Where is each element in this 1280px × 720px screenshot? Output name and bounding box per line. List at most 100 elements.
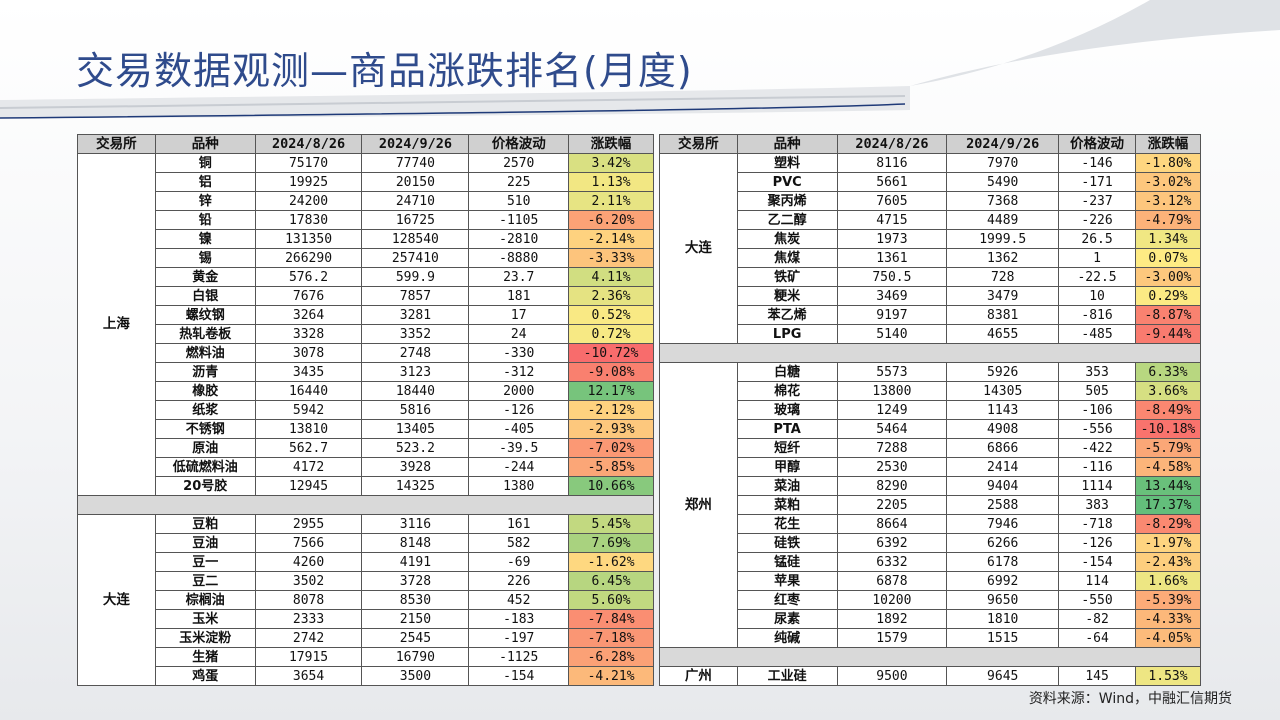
pct-change-cell: -10.18% [1135, 419, 1201, 439]
commodity-name-cell: 镍 [154, 229, 256, 249]
price-sep-cell: 3116 [361, 514, 470, 534]
price-sep-cell: 9404 [946, 476, 1060, 496]
commodity-name-cell: 热轧卷板 [154, 324, 256, 344]
pct-change-cell: 10.66% [568, 476, 654, 496]
price-aug-cell: 576.2 [254, 267, 363, 287]
table-row: 生猪 17915 16790 -1125 -6.28% [78, 647, 654, 667]
price-aug-cell: 3328 [254, 324, 363, 344]
price-change-cell: -405 [468, 419, 570, 439]
price-aug-cell: 7605 [836, 191, 948, 211]
price-sep-cell: 2748 [361, 343, 470, 363]
commodity-name-cell: 纸浆 [154, 400, 256, 420]
commodity-name-cell: 红枣 [736, 590, 838, 610]
price-aug-cell: 19925 [254, 172, 363, 192]
price-aug-cell: 5140 [836, 324, 948, 344]
price-aug-cell: 8078 [254, 590, 363, 610]
price-change-cell: -64 [1058, 628, 1136, 648]
price-sep-cell: 3123 [361, 362, 470, 382]
price-aug-cell: 12945 [254, 476, 363, 496]
commodity-name-cell: 塑料 [736, 153, 838, 173]
table-row: 玻璃 1249 1143 -106 -8.49% [660, 400, 1201, 420]
pct-change-cell: -3.12% [1135, 191, 1201, 211]
price-change-cell: 23.7 [468, 267, 570, 287]
commodity-name-cell: 焦炭 [736, 229, 838, 249]
price-sep-cell: 6178 [946, 552, 1060, 572]
price-sep-cell: 16725 [361, 210, 470, 230]
column-header: 交易所 [659, 134, 738, 154]
commodity-name-cell: 玻璃 [736, 400, 838, 420]
commodity-name-cell: 聚丙烯 [736, 191, 838, 211]
price-change-cell: 24 [468, 324, 570, 344]
table-row: 低硫燃料油 4172 3928 -244 -5.85% [78, 457, 654, 477]
column-header: 2024/8/26 [254, 134, 363, 154]
commodity-name-cell: 铜 [154, 153, 256, 173]
pct-change-cell: -7.18% [568, 628, 654, 648]
pct-change-cell: -3.33% [568, 248, 654, 268]
commodity-name-cell: 工业硅 [736, 666, 838, 686]
price-aug-cell: 4172 [254, 457, 363, 477]
price-change-cell: 10 [1058, 286, 1136, 306]
pct-change-cell: -5.39% [1135, 590, 1201, 610]
table-row: 硅铁 6392 6266 -126 -1.97% [660, 533, 1201, 553]
price-sep-cell: 2414 [946, 457, 1060, 477]
price-aug-cell: 2955 [254, 514, 363, 534]
table-row: 玉米 2333 2150 -183 -7.84% [78, 609, 654, 629]
table-header-row: 交易所 品种 2024/8/26 2024/9/26 价格波动 涨跌幅 [77, 134, 654, 154]
pct-change-cell: -6.20% [568, 210, 654, 230]
price-aug-cell: 266290 [254, 248, 363, 268]
price-change-cell: -485 [1058, 324, 1136, 344]
price-change-cell: -550 [1058, 590, 1136, 610]
group-separator-row [77, 495, 654, 515]
pct-change-cell: 0.72% [568, 324, 654, 344]
price-aug-cell: 1249 [836, 400, 948, 420]
price-change-cell: 582 [468, 533, 570, 553]
price-aug-cell: 3264 [254, 305, 363, 325]
price-sep-cell: 3728 [361, 571, 470, 591]
price-change-cell: 1 [1058, 248, 1136, 268]
pct-change-cell: -4.05% [1135, 628, 1201, 648]
price-sep-cell: 128540 [361, 229, 470, 249]
pct-change-cell: -1.97% [1135, 533, 1201, 553]
commodity-name-cell: 玉米 [154, 609, 256, 629]
pct-change-cell: -1.80% [1135, 153, 1201, 173]
commodity-name-cell: 橡胶 [154, 381, 256, 401]
table-row: 螺纹钢 3264 3281 17 0.52% [78, 305, 654, 325]
price-sep-cell: 14325 [361, 476, 470, 496]
price-sep-cell: 2545 [361, 628, 470, 648]
price-aug-cell: 3654 [254, 666, 363, 686]
column-header: 2024/9/26 [361, 134, 470, 154]
pct-change-cell: 2.36% [568, 286, 654, 306]
commodity-name-cell: 苹果 [736, 571, 838, 591]
commodity-name-cell: 纯碱 [736, 628, 838, 648]
page-title: 交易数据观测—商品涨跌排名(月度) [76, 49, 693, 93]
table-row: 橡胶 16440 18440 2000 12.17% [78, 381, 654, 401]
table-row: 上海铜 75170 77740 2570 3.42% [77, 153, 654, 496]
exchange-cell: 上海 [77, 153, 156, 496]
price-aug-cell: 17830 [254, 210, 363, 230]
price-aug-cell: 2205 [836, 495, 948, 515]
column-header: 品种 [154, 134, 256, 154]
price-aug-cell: 3502 [254, 571, 363, 591]
table-row: 乙二醇 4715 4489 -226 -4.79% [660, 210, 1201, 230]
price-aug-cell: 13810 [254, 419, 363, 439]
table-row: 菜粕 2205 2588 383 17.37% [660, 495, 1201, 515]
table-row: 苯乙烯 9197 8381 -816 -8.87% [660, 305, 1201, 325]
table-row: 20号胶 12945 14325 1380 10.66% [78, 476, 654, 496]
table-row: 尿素 1892 1810 -82 -4.33% [660, 609, 1201, 629]
commodity-name-cell: 菜油 [736, 476, 838, 496]
group-separator-row [659, 647, 1201, 667]
pct-change-cell: -10.72% [568, 343, 654, 363]
price-sep-cell: 18440 [361, 381, 470, 401]
price-change-cell: 26.5 [1058, 229, 1136, 249]
table-row: 锰硅 6332 6178 -154 -2.43% [660, 552, 1201, 572]
price-aug-cell: 5942 [254, 400, 363, 420]
commodity-name-cell: 低硫燃料油 [154, 457, 256, 477]
price-sep-cell: 8381 [946, 305, 1060, 325]
price-change-cell: -1105 [468, 210, 570, 230]
price-sep-cell: 728 [946, 267, 1060, 287]
table-row: 锡 266290 257410 -8880 -3.33% [78, 248, 654, 268]
column-header: 价格波动 [468, 134, 570, 154]
price-sep-cell: 3500 [361, 666, 470, 686]
table-row: 聚丙烯 7605 7368 -237 -3.12% [660, 191, 1201, 211]
table-row: 不锈钢 13810 13405 -405 -2.93% [78, 419, 654, 439]
